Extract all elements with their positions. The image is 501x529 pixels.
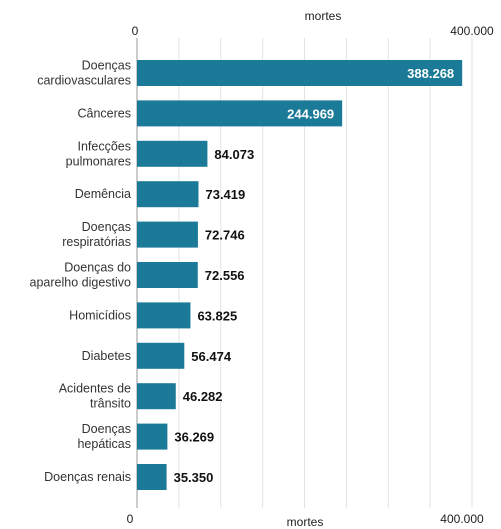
value-label: 36.269: [174, 430, 214, 445]
category-label: Diabetes: [82, 349, 131, 363]
category-label: Acidentes de trânsito: [59, 382, 131, 411]
category-label: Cânceres: [78, 106, 132, 120]
bar: [137, 383, 176, 410]
bar: [137, 302, 191, 329]
category-label: Infecções pulmonares: [66, 139, 131, 168]
value-label: 63.825: [197, 308, 237, 323]
category-label-line: Doenças: [82, 220, 131, 234]
x-axis-title-bottom: mortes: [287, 515, 324, 529]
bar: [137, 60, 463, 86]
value-label: 84.073: [214, 147, 254, 162]
bar: [137, 423, 168, 450]
category-label: Doenças do aparelho digestivo: [30, 261, 132, 290]
x-axis-title-top: mortes: [305, 9, 342, 23]
value-label: 73.419: [205, 187, 245, 202]
category-label-line: Cânceres: [78, 106, 132, 120]
category-label-line: Acidentes de: [59, 382, 131, 396]
category-label-line: Doenças: [82, 422, 131, 436]
value-label: 244.969: [287, 106, 334, 121]
category-label-line: Homicídios: [69, 308, 131, 322]
category-label: Doenças cardiovasculares: [37, 59, 131, 88]
bar: [137, 221, 198, 248]
bar: [137, 181, 199, 208]
category-label: Homicídios: [69, 308, 131, 322]
bar: [137, 464, 167, 490]
category-label-line: Demência: [75, 187, 131, 201]
category-label: Doenças hepáticas: [77, 422, 131, 451]
category-label-line: respiratórias: [62, 235, 131, 249]
value-label: 35.350: [174, 470, 214, 485]
category-label-line: hepáticas: [77, 437, 131, 451]
category-label-line: trânsito: [90, 397, 131, 411]
value-label: 46.282: [183, 389, 223, 404]
bar: [137, 140, 208, 167]
bar: [137, 342, 185, 369]
value-label: 72.746: [205, 228, 245, 243]
category-label-line: Doenças do: [64, 261, 131, 275]
x-tick-label-top-max: 400.000: [450, 24, 494, 38]
category-label-line: pulmonares: [66, 154, 131, 168]
bar: [137, 262, 198, 288]
category-label-line: Doenças: [82, 59, 131, 73]
category-label: Doenças renais: [44, 470, 131, 484]
category-label-line: aparelho digestivo: [30, 276, 132, 290]
value-label: 72.556: [205, 268, 245, 283]
category-label-line: Infecções: [77, 139, 131, 153]
category-label-line: Diabetes: [82, 349, 131, 363]
category-label: Doenças respiratórias: [62, 220, 131, 249]
bar: [137, 100, 343, 127]
x-tick-label-bottom-max: 400.000: [440, 512, 484, 526]
value-label: 56.474: [191, 349, 232, 364]
category-label-line: Doenças renais: [44, 470, 131, 484]
x-tick-label-top-min: 0: [132, 24, 139, 38]
category-label-line: cardiovasculares: [37, 74, 131, 88]
value-label: 388.268: [407, 66, 454, 81]
x-tick-label-bottom-min: 0: [127, 512, 134, 526]
category-label: Demência: [75, 187, 131, 201]
